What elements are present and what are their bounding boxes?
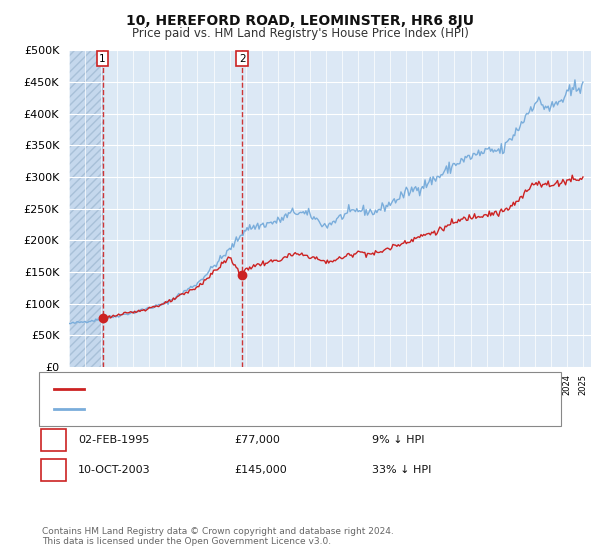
- Text: Price paid vs. HM Land Registry's House Price Index (HPI): Price paid vs. HM Land Registry's House …: [131, 27, 469, 40]
- Text: 9% ↓ HPI: 9% ↓ HPI: [372, 435, 425, 445]
- Text: 2: 2: [239, 54, 245, 64]
- Text: £145,000: £145,000: [234, 465, 287, 475]
- Bar: [69, 50, 103, 367]
- Text: 1: 1: [50, 435, 57, 445]
- Text: £77,000: £77,000: [234, 435, 280, 445]
- Text: 10, HEREFORD ROAD, LEOMINSTER, HR6 8JU: 10, HEREFORD ROAD, LEOMINSTER, HR6 8JU: [126, 14, 474, 28]
- Text: 10, HEREFORD ROAD, LEOMINSTER,  HR6 8JU (detached house): 10, HEREFORD ROAD, LEOMINSTER, HR6 8JU (…: [90, 384, 421, 394]
- Text: 1: 1: [99, 54, 106, 64]
- Bar: [103, 50, 242, 367]
- Text: Contains HM Land Registry data © Crown copyright and database right 2024.
This d: Contains HM Land Registry data © Crown c…: [42, 526, 394, 546]
- Text: HPI: Average price, detached house, Herefordshire: HPI: Average price, detached house, Here…: [90, 404, 354, 414]
- Text: 10-OCT-2003: 10-OCT-2003: [78, 465, 151, 475]
- Text: 02-FEB-1995: 02-FEB-1995: [78, 435, 149, 445]
- Text: 33% ↓ HPI: 33% ↓ HPI: [372, 465, 431, 475]
- Text: 2: 2: [50, 465, 57, 475]
